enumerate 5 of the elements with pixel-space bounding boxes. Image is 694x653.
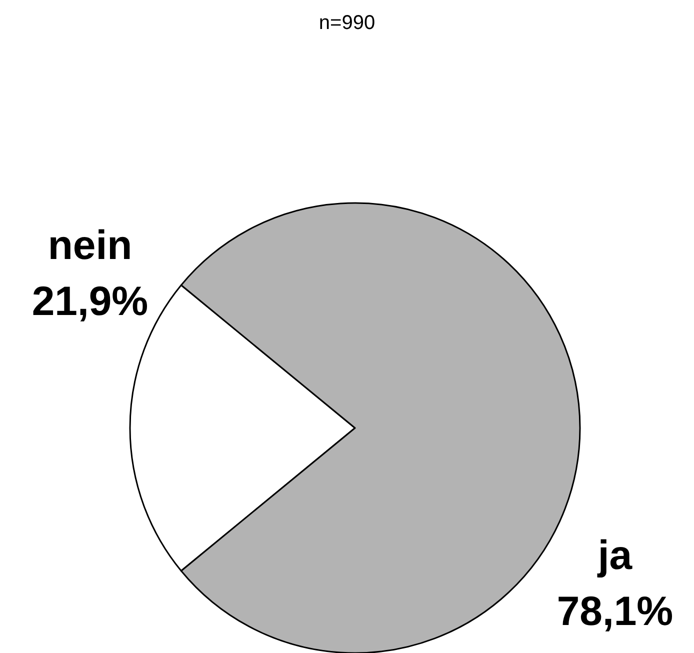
data-label: 78,1% [556, 588, 674, 634]
slice-label: nein [48, 222, 132, 268]
data-label: 21,9% [32, 278, 148, 324]
chart-title: n=990 [318, 12, 376, 34]
slice-label: ja [596, 532, 634, 578]
